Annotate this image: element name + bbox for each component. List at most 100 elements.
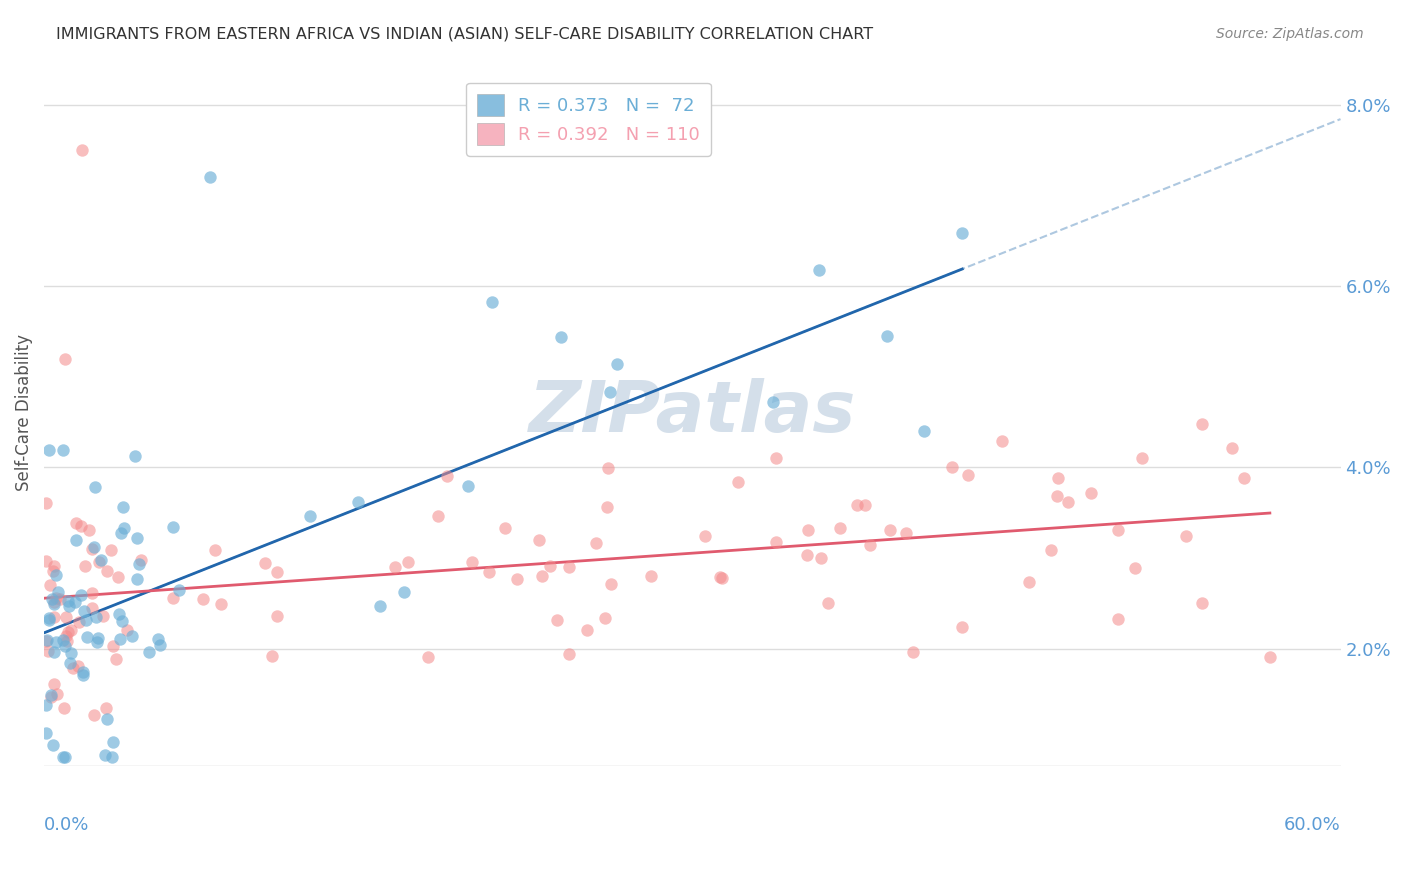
Point bbox=[392, 584, 415, 599]
Point bbox=[75, 613, 97, 627]
Point bbox=[67, 658, 90, 673]
Point bbox=[575, 624, 598, 638]
Point bbox=[1107, 612, 1129, 626]
Point bbox=[260, 648, 283, 663]
Point bbox=[494, 521, 516, 535]
Point bbox=[198, 170, 221, 185]
Point bbox=[53, 701, 76, 715]
Point bbox=[550, 330, 572, 344]
Point bbox=[950, 620, 973, 634]
Point bbox=[506, 572, 529, 586]
Point bbox=[45, 591, 67, 605]
Point bbox=[384, 560, 406, 574]
Point bbox=[65, 516, 87, 530]
Point bbox=[108, 632, 131, 646]
Point bbox=[810, 550, 832, 565]
Point bbox=[38, 613, 60, 627]
Point bbox=[797, 523, 820, 537]
Point bbox=[125, 573, 148, 587]
Point bbox=[75, 559, 97, 574]
Point bbox=[1174, 529, 1197, 543]
Point bbox=[53, 750, 76, 764]
Point bbox=[1191, 596, 1213, 610]
Point bbox=[991, 434, 1014, 448]
Point bbox=[1233, 471, 1256, 485]
Point bbox=[859, 538, 882, 552]
Point bbox=[1040, 543, 1063, 558]
Point bbox=[42, 597, 65, 611]
Point bbox=[191, 592, 214, 607]
Text: 60.0%: 60.0% bbox=[1284, 816, 1340, 834]
Point bbox=[46, 585, 69, 599]
Point bbox=[558, 559, 581, 574]
Point bbox=[128, 558, 150, 572]
Point bbox=[531, 569, 554, 583]
Point bbox=[481, 294, 503, 309]
Point bbox=[35, 725, 58, 739]
Point bbox=[38, 442, 60, 457]
Point bbox=[808, 263, 831, 277]
Point bbox=[529, 533, 551, 548]
Point bbox=[80, 586, 103, 600]
Point bbox=[1046, 490, 1069, 504]
Point bbox=[1056, 495, 1078, 509]
Point bbox=[35, 634, 58, 648]
Point bbox=[368, 599, 391, 614]
Point bbox=[103, 735, 125, 749]
Point bbox=[52, 442, 75, 457]
Point bbox=[55, 609, 77, 624]
Point bbox=[72, 143, 94, 157]
Point bbox=[56, 624, 79, 639]
Point bbox=[129, 553, 152, 567]
Point bbox=[111, 500, 134, 514]
Point bbox=[45, 635, 67, 649]
Point bbox=[585, 536, 607, 550]
Point bbox=[42, 645, 65, 659]
Point bbox=[53, 351, 76, 366]
Point bbox=[149, 638, 172, 652]
Point bbox=[39, 690, 62, 705]
Point bbox=[65, 533, 87, 547]
Point bbox=[538, 558, 561, 573]
Y-axis label: Self-Care Disability: Self-Care Disability bbox=[15, 334, 32, 491]
Point bbox=[105, 651, 128, 665]
Point bbox=[115, 623, 138, 637]
Point bbox=[138, 645, 160, 659]
Text: IMMIGRANTS FROM EASTERN AFRICA VS INDIAN (ASIAN) SELF-CARE DISABILITY CORRELATIO: IMMIGRANTS FROM EASTERN AFRICA VS INDIAN… bbox=[56, 27, 873, 42]
Point bbox=[436, 468, 458, 483]
Point bbox=[101, 750, 124, 764]
Point bbox=[162, 520, 184, 534]
Point bbox=[37, 643, 59, 657]
Point bbox=[167, 582, 190, 597]
Point bbox=[96, 564, 118, 578]
Point bbox=[426, 508, 449, 523]
Point bbox=[86, 634, 108, 648]
Point bbox=[60, 646, 83, 660]
Point bbox=[1191, 417, 1213, 432]
Point bbox=[39, 578, 62, 592]
Point bbox=[44, 610, 66, 624]
Point bbox=[107, 607, 129, 622]
Point bbox=[125, 531, 148, 545]
Point bbox=[100, 543, 122, 558]
Point bbox=[596, 500, 619, 514]
Point bbox=[298, 509, 321, 524]
Point bbox=[59, 623, 82, 637]
Point bbox=[82, 542, 104, 557]
Point bbox=[605, 357, 627, 371]
Point bbox=[83, 540, 105, 554]
Point bbox=[416, 650, 439, 665]
Point bbox=[879, 523, 901, 537]
Point bbox=[765, 450, 787, 465]
Point bbox=[599, 385, 621, 400]
Point bbox=[254, 557, 277, 571]
Point bbox=[76, 631, 98, 645]
Point bbox=[762, 395, 785, 409]
Point bbox=[711, 571, 734, 585]
Point bbox=[93, 747, 115, 762]
Point bbox=[478, 565, 501, 579]
Point bbox=[107, 569, 129, 583]
Point bbox=[42, 677, 65, 691]
Point bbox=[727, 475, 749, 489]
Point bbox=[896, 525, 918, 540]
